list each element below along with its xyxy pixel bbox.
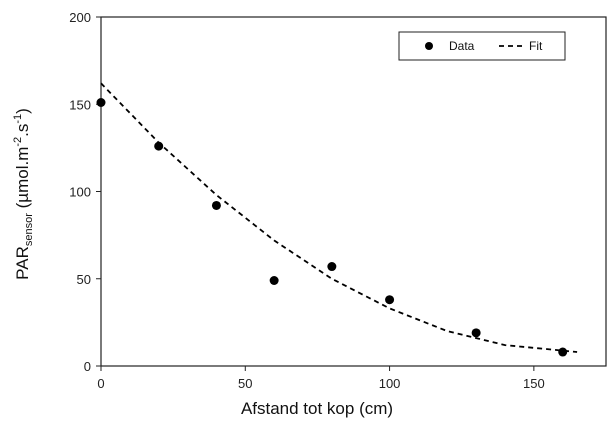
data-point <box>327 262 337 272</box>
y-axis-title-sup1: -2 <box>12 137 24 147</box>
data-point <box>154 141 164 151</box>
y-axis-title-main: PAR <box>13 246 32 280</box>
x-tick-label: 50 <box>238 376 252 391</box>
series-layer <box>96 82 578 357</box>
data-point <box>211 200 221 210</box>
x-tick-label: 0 <box>97 376 104 391</box>
data-point <box>471 328 481 338</box>
legend-label-fit: Fit <box>529 39 543 53</box>
fit-curve <box>100 82 578 353</box>
data-point <box>385 295 395 305</box>
plot-frame <box>100 16 607 367</box>
x-axis-title: Afstand tot kop (cm) <box>241 399 393 418</box>
data-point <box>269 275 279 285</box>
x-tick-label: 100 <box>379 376 401 391</box>
y-axis-title-unit-mid: .s <box>13 124 32 137</box>
y-tick-label: 150 <box>69 97 91 112</box>
data-point <box>96 98 106 108</box>
y-axis-title-subscript: sensor <box>23 213 35 246</box>
y-tick-label: 50 <box>77 272 91 287</box>
plot-area <box>100 16 607 367</box>
y-tick-label: 200 <box>69 10 91 25</box>
data-point <box>558 347 568 357</box>
y-tick-label: 100 <box>69 185 91 200</box>
x-tick-label: 150 <box>523 376 545 391</box>
legend: Data Fit <box>398 31 566 61</box>
y-axis-title-sup2: -1 <box>12 114 24 124</box>
y-axis-title: PARsensor (µmol.m-2.s-1) <box>12 108 35 280</box>
y-axis-title-unit-prefix: (µmol.m <box>13 147 32 213</box>
y-axis-title-unit-suffix: ) <box>13 108 32 114</box>
legend-marker-data <box>425 42 433 50</box>
y-tick-label: 0 <box>84 359 91 374</box>
y-axis-ticks: 0 50 100 150 200 <box>69 10 101 374</box>
legend-label-data: Data <box>449 39 475 53</box>
x-axis-ticks: 0 50 100 150 <box>97 366 545 391</box>
